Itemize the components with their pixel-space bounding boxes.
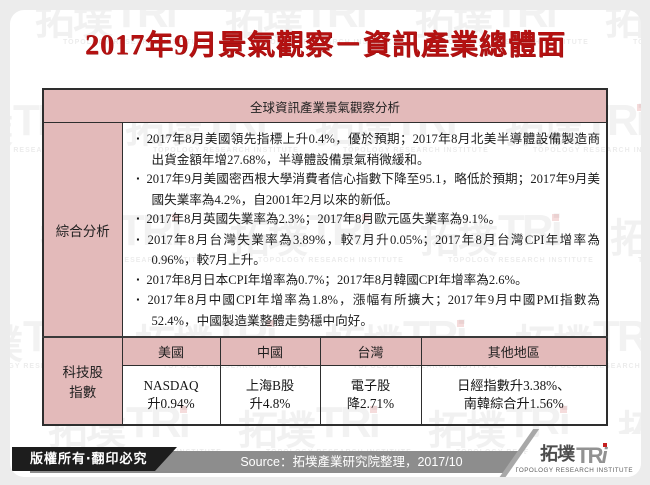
tech-header-row: 科技股 指數 美國 中國 台灣 其他地區 xyxy=(42,336,608,426)
index-value-line1: 電子股 xyxy=(350,378,391,393)
tech-value-row: NASDAQ 升0.94% 上海B股 升4.8% 電子股 降2.71% xyxy=(43,365,608,426)
summary-label: 綜合分析 xyxy=(42,122,123,338)
summary-bullet: 2017年8月台灣失業率為3.89%，較7月升0.05%；2017年8月台灣CP… xyxy=(137,231,600,271)
region-column-header: 台灣 xyxy=(319,336,422,366)
tri-logo: 拓墣 TR i TOPOLOGY RESEARCH INSTITUTE xyxy=(515,440,633,474)
index-value-line2: 南韓綜合升1.56% xyxy=(463,396,564,411)
logo-latin-text: TR xyxy=(576,442,603,468)
slide-card: 拓墣 TRi TOPOLOGY RESEARCH INSTITUTE 拓墣 TRi TOP… xyxy=(10,10,641,477)
index-value-line1: 日經指數升3.38%、 xyxy=(457,378,571,393)
index-value-cell: 日經指數升3.38%、 南韓綜合升1.56% xyxy=(420,365,608,426)
summary-row: 綜合分析 2017年8月美國領先指標上升0.4%，優於預期；2017年8月北美半… xyxy=(42,122,608,338)
summary-bullet: 2017年8月英國失業率為2.3%；2017年8月歐元區失業率為9.1%。 xyxy=(137,210,601,231)
index-value-line1: NASDAQ xyxy=(143,378,199,393)
index-value-line2: 升0.94% xyxy=(147,396,195,411)
index-value-line2: 降2.71% xyxy=(346,396,395,411)
region-column-header: 美國 xyxy=(121,336,221,366)
index-value-line2: 升4.8% xyxy=(249,396,291,411)
index-value-cell: 上海B股 升4.8% xyxy=(219,365,321,426)
logo-red-dot-icon xyxy=(603,442,608,447)
summary-bullet-list: 2017年8月美國領先指標上升0.4%，優於預期；2017年8月北美半導體設備製… xyxy=(124,124,606,335)
tech-label-line1: 科技股 xyxy=(62,365,104,380)
table-header-row: 全球資訊產業景氣觀察分析 xyxy=(42,88,608,123)
watermark-red-dot-icon xyxy=(636,104,641,111)
footer-copyright-banner: 版權所有‧翻印必究 xyxy=(12,447,177,471)
summary-content: 2017年8月美國領先指標上升0.4%，優於預期；2017年8月北美半導體設備製… xyxy=(121,122,608,338)
table-title: 全球資訊產業景氣觀察分析 xyxy=(42,88,608,123)
tech-index-label: 科技股 指數 xyxy=(42,336,123,426)
logo-cjk-text: 拓墣 xyxy=(540,443,575,464)
main-table: 全球資訊產業景氣觀察分析 綜合分析 2017年8月美國領先指標上升0.4%，優於… xyxy=(42,88,609,426)
index-value-cell: NASDAQ 升0.94% xyxy=(121,365,221,426)
summary-bullet: 2017年8月日本CPI年增率為0.7%；2017年8月韓國CPI年增率為2.6… xyxy=(137,271,601,292)
region-column-header: 中國 xyxy=(219,336,321,366)
logo-i-letter: i xyxy=(601,442,608,468)
summary-bullet: 2017年9月美國密西根大學消費者信心指數下降至95.1，略低於預期；2017年… xyxy=(137,170,600,210)
logo-i-glyph: i xyxy=(601,442,608,468)
summary-bullet: 2017年8月中國CPI年增率為1.8%，漲幅有所擴大；2017年9月中國PMI… xyxy=(137,291,600,331)
summary-bullet: 2017年8月美國領先指標上升0.4%，優於預期；2017年8月北美半導體設備製… xyxy=(137,130,600,170)
logo-subtitle: TOPOLOGY RESEARCH INSTITUTE xyxy=(514,466,633,474)
page-title: 2017年9月景氣觀察－資訊產業總體面 xyxy=(84,30,566,61)
footer-source-text: Source：拓墣產業研究院整理，2017/10 xyxy=(240,455,463,469)
index-value-cell: 電子股 降2.71% xyxy=(319,365,422,426)
tri-logo-row: 拓墣 TR i xyxy=(540,440,608,468)
index-value-line1: 上海B股 xyxy=(245,378,295,393)
region-column-header: 其他地區 xyxy=(420,336,608,366)
tech-label-line2: 指數 xyxy=(69,385,97,400)
